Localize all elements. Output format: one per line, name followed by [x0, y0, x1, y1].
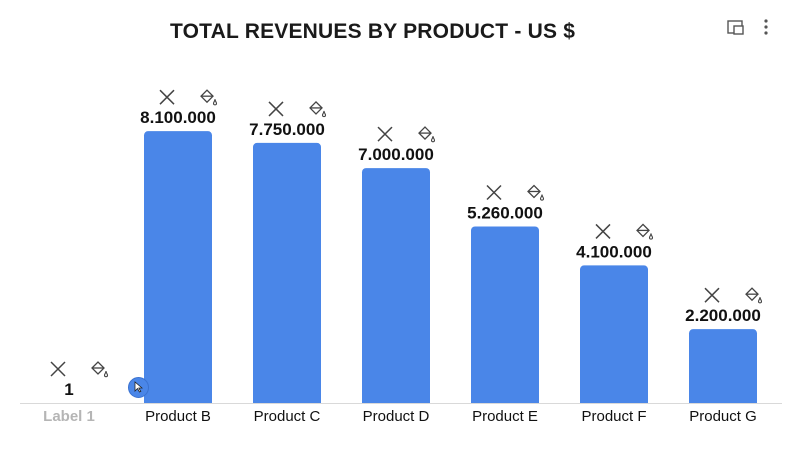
data-label: 7.000.000 — [358, 145, 434, 164]
close-icon[interactable] — [595, 223, 611, 239]
data-label: 4.100.000 — [576, 242, 652, 261]
category-label: Product F — [581, 408, 646, 425]
paint-bucket-icon[interactable] — [636, 223, 654, 240]
data-label: 1 — [64, 380, 73, 399]
more-vertical-icon[interactable] — [760, 18, 772, 43]
category-label: Product G — [689, 408, 757, 425]
data-label: 2.200.000 — [685, 306, 761, 325]
paint-bucket-icon[interactable] — [91, 361, 109, 378]
chart-title: TOTAL REVENUES BY PRODUCT - US $ — [170, 20, 576, 43]
expand-icon[interactable] — [726, 18, 746, 43]
category-label: Product E — [472, 408, 538, 425]
category-label: Product D — [363, 408, 430, 425]
close-icon[interactable] — [486, 184, 502, 201]
cursor-pointer-icon — [128, 377, 149, 398]
category-label: Product B — [145, 408, 211, 425]
bar-base — [471, 397, 539, 403]
bar — [471, 226, 539, 403]
bar — [689, 329, 757, 403]
bar — [580, 265, 648, 403]
category-label: Label 1 — [43, 408, 95, 425]
close-icon[interactable] — [268, 101, 284, 117]
data-label: 5.260.000 — [467, 203, 543, 222]
bar-base — [253, 397, 321, 403]
category-label: Product C — [254, 408, 321, 425]
paint-bucket-icon[interactable] — [309, 101, 327, 118]
paint-bucket-icon[interactable] — [745, 287, 763, 304]
paint-bucket-icon[interactable] — [200, 89, 218, 106]
paint-bucket-icon[interactable] — [418, 126, 436, 143]
bar-base — [144, 397, 212, 403]
bar-base — [580, 397, 648, 403]
close-icon[interactable] — [159, 89, 175, 105]
bar — [253, 142, 321, 403]
data-label: 7.750.000 — [249, 120, 325, 139]
close-icon[interactable] — [704, 287, 720, 303]
bar — [144, 131, 212, 404]
paint-bucket-icon[interactable] — [527, 184, 545, 201]
data-label: 8.100.000 — [140, 108, 216, 127]
bar-base — [689, 397, 757, 403]
bar-base — [362, 397, 430, 403]
close-icon[interactable] — [377, 126, 393, 142]
close-icon[interactable] — [50, 361, 66, 377]
bar — [362, 168, 430, 403]
